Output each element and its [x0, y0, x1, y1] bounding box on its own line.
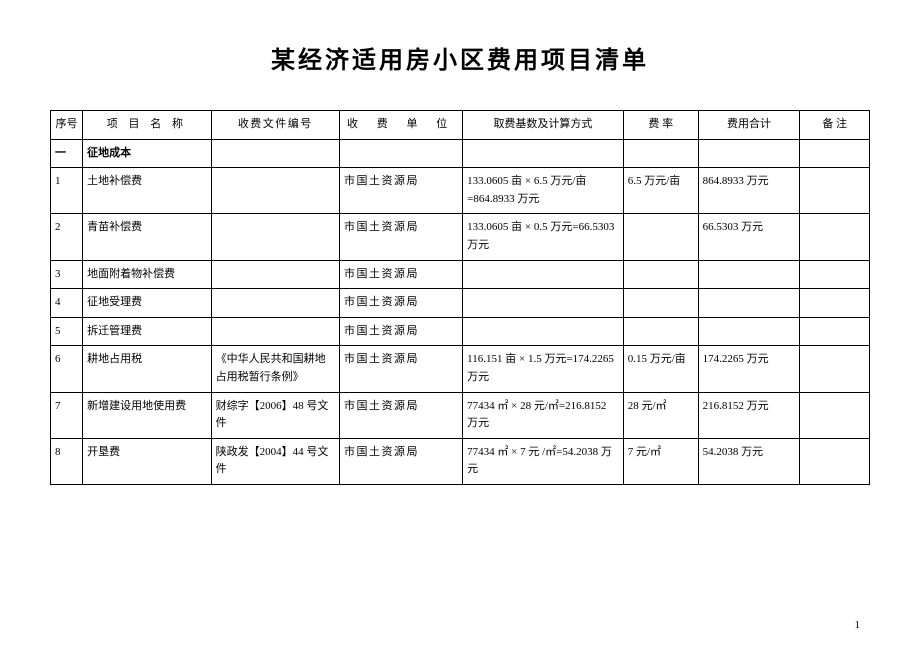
cell-unit: 市国土资源局 [340, 392, 463, 438]
cell-total [698, 289, 800, 318]
table-row: 1 土地补偿费 市国土资源局 133.0605 亩 × 6.5 万元/亩=864… [51, 168, 870, 214]
header-docno: 收费文件编号 [211, 111, 339, 140]
cell-name: 开垦费 [83, 438, 211, 484]
cell-docno [211, 289, 339, 318]
cell-remark [800, 168, 870, 214]
cell-seq: 1 [51, 168, 83, 214]
cell-name: 征地受理费 [83, 289, 211, 318]
section-cell [340, 139, 463, 168]
cell-unit: 市国土资源局 [340, 289, 463, 318]
cell-name: 地面附着物补偿费 [83, 260, 211, 289]
cell-docno [211, 317, 339, 346]
cell-unit: 市国土资源局 [340, 346, 463, 392]
cell-total: 66.5303 万元 [698, 214, 800, 260]
cell-rate: 0.15 万元/亩 [623, 346, 698, 392]
page-number: 1 [855, 619, 861, 631]
cell-seq: 5 [51, 317, 83, 346]
cell-name: 耕地占用税 [83, 346, 211, 392]
cell-docno [211, 168, 339, 214]
cell-docno: 陕政发【2004】44 号文件 [211, 438, 339, 484]
cell-name: 青苗补偿费 [83, 214, 211, 260]
table-row: 2 青苗补偿费 市国土资源局 133.0605 亩 × 0.5 万元=66.53… [51, 214, 870, 260]
table-row: 3 地面附着物补偿费 市国土资源局 [51, 260, 870, 289]
table-row: 4 征地受理费 市国土资源局 [51, 289, 870, 318]
cell-name: 土地补偿费 [83, 168, 211, 214]
cell-unit: 市国土资源局 [340, 260, 463, 289]
cell-docno [211, 260, 339, 289]
header-unit: 收 费 单 位 [340, 111, 463, 140]
header-total: 费用合计 [698, 111, 800, 140]
cell-total [698, 317, 800, 346]
cell-seq: 7 [51, 392, 83, 438]
cell-remark [800, 438, 870, 484]
cell-name: 新增建设用地使用费 [83, 392, 211, 438]
cell-total: 174.2265 万元 [698, 346, 800, 392]
cell-rate: 28 元/㎡ [623, 392, 698, 438]
table-row: 6 耕地占用税 《中华人民共和国耕地占用税暂行条例》 市国土资源局 116.15… [51, 346, 870, 392]
cell-docno: 《中华人民共和国耕地占用税暂行条例》 [211, 346, 339, 392]
cell-rate [623, 214, 698, 260]
header-remark: 备 注 [800, 111, 870, 140]
table-row: 8 开垦费 陕政发【2004】44 号文件 市国土资源局 77434 ㎡ × 7… [51, 438, 870, 484]
cell-basis [463, 317, 624, 346]
cell-rate [623, 317, 698, 346]
cell-remark [800, 392, 870, 438]
cell-docno: 财综字【2006】48 号文件 [211, 392, 339, 438]
cell-seq: 6 [51, 346, 83, 392]
cell-total: 216.8152 万元 [698, 392, 800, 438]
fee-table: 序号 项 目 名 称 收费文件编号 收 费 单 位 取费基数及计算方式 费 率 … [50, 110, 870, 485]
cell-rate [623, 260, 698, 289]
cell-basis [463, 289, 624, 318]
table-header-row: 序号 项 目 名 称 收费文件编号 收 费 单 位 取费基数及计算方式 费 率 … [51, 111, 870, 140]
cell-remark [800, 260, 870, 289]
section-cell [800, 139, 870, 168]
cell-remark [800, 317, 870, 346]
cell-basis: 133.0605 亩 × 0.5 万元=66.5303 万元 [463, 214, 624, 260]
table-row: 7 新增建设用地使用费 财综字【2006】48 号文件 市国土资源局 77434… [51, 392, 870, 438]
cell-rate [623, 289, 698, 318]
header-name: 项 目 名 称 [83, 111, 211, 140]
header-seq: 序号 [51, 111, 83, 140]
section-cell [698, 139, 800, 168]
section-row: 一 征地成本 [51, 139, 870, 168]
cell-remark [800, 214, 870, 260]
cell-unit: 市国土资源局 [340, 317, 463, 346]
cell-unit: 市国土资源局 [340, 168, 463, 214]
table-row: 5 拆迁管理费 市国土资源局 [51, 317, 870, 346]
cell-rate: 6.5 万元/亩 [623, 168, 698, 214]
cell-basis: 133.0605 亩 × 6.5 万元/亩=864.8933 万元 [463, 168, 624, 214]
cell-seq: 3 [51, 260, 83, 289]
cell-basis: 116.151 亩 × 1.5 万元=174.2265 万元 [463, 346, 624, 392]
cell-name: 拆迁管理费 [83, 317, 211, 346]
header-basis: 取费基数及计算方式 [463, 111, 624, 140]
cell-basis: 77434 ㎡ × 7 元 /㎡=54.2038 万元 [463, 438, 624, 484]
section-name: 征地成本 [83, 139, 211, 168]
cell-seq: 8 [51, 438, 83, 484]
cell-basis: 77434 ㎡ × 28 元/㎡=216.8152 万元 [463, 392, 624, 438]
cell-remark [800, 289, 870, 318]
section-cell [623, 139, 698, 168]
cell-unit: 市国土资源局 [340, 214, 463, 260]
section-cell [211, 139, 339, 168]
section-seq: 一 [51, 139, 83, 168]
cell-total [698, 260, 800, 289]
cell-total: 54.2038 万元 [698, 438, 800, 484]
cell-unit: 市国土资源局 [340, 438, 463, 484]
cell-docno [211, 214, 339, 260]
cell-total: 864.8933 万元 [698, 168, 800, 214]
cell-basis [463, 260, 624, 289]
cell-seq: 2 [51, 214, 83, 260]
section-cell [463, 139, 624, 168]
cell-rate: 7 元/㎡ [623, 438, 698, 484]
cell-seq: 4 [51, 289, 83, 318]
header-rate: 费 率 [623, 111, 698, 140]
cell-remark [800, 346, 870, 392]
page-title: 某经济适用房小区费用项目清单 [50, 40, 870, 75]
table-body: 一 征地成本 1 土地补偿费 市国土资源局 133.0605 亩 × 6.5 万… [51, 139, 870, 484]
